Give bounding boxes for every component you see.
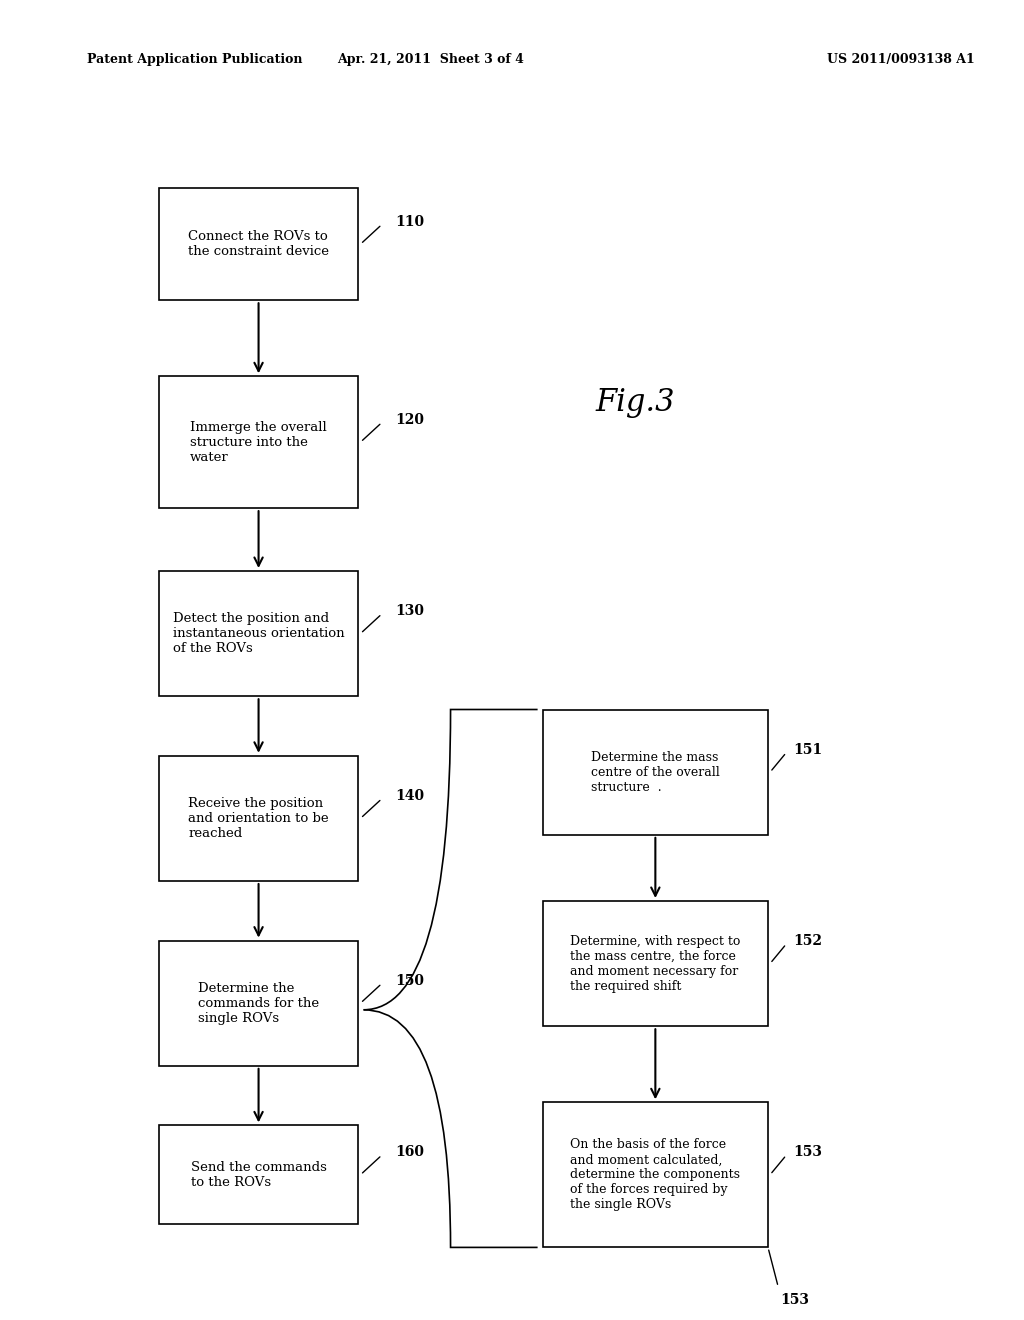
Text: Apr. 21, 2011  Sheet 3 of 4: Apr. 21, 2011 Sheet 3 of 4 <box>337 53 523 66</box>
Text: 152: 152 <box>794 935 822 948</box>
Text: Fig.3: Fig.3 <box>595 387 675 418</box>
FancyBboxPatch shape <box>543 1102 768 1247</box>
Text: 153: 153 <box>780 1294 809 1307</box>
Text: Patent Application Publication: Patent Application Publication <box>87 53 302 66</box>
Text: 151: 151 <box>794 743 822 756</box>
FancyBboxPatch shape <box>159 755 358 882</box>
Text: Determine the mass
centre of the overall
structure  .: Determine the mass centre of the overall… <box>591 751 720 793</box>
FancyBboxPatch shape <box>159 376 358 508</box>
Text: US 2011/0093138 A1: US 2011/0093138 A1 <box>827 53 975 66</box>
Text: Immerge the overall
structure into the
water: Immerge the overall structure into the w… <box>190 421 327 463</box>
FancyBboxPatch shape <box>159 189 358 301</box>
Text: 120: 120 <box>395 413 424 426</box>
FancyBboxPatch shape <box>543 900 768 1027</box>
Text: 160: 160 <box>395 1146 424 1159</box>
Text: Detect the position and
instantaneous orientation
of the ROVs: Detect the position and instantaneous or… <box>173 612 344 655</box>
Text: Send the commands
to the ROVs: Send the commands to the ROVs <box>190 1160 327 1189</box>
Text: 130: 130 <box>395 605 424 618</box>
Text: 150: 150 <box>395 974 424 987</box>
Text: Determine the
commands for the
single ROVs: Determine the commands for the single RO… <box>198 982 319 1024</box>
FancyBboxPatch shape <box>543 710 768 836</box>
Text: On the basis of the force
and moment calculated,
determine the components
of the: On the basis of the force and moment cal… <box>570 1138 740 1212</box>
FancyBboxPatch shape <box>159 570 358 697</box>
Text: 110: 110 <box>395 215 424 228</box>
Text: 140: 140 <box>395 789 424 803</box>
FancyBboxPatch shape <box>159 1125 358 1225</box>
Text: Receive the position
and orientation to be
reached: Receive the position and orientation to … <box>188 797 329 840</box>
Text: Determine, with respect to
the mass centre, the force
and moment necessary for
t: Determine, with respect to the mass cent… <box>570 935 740 993</box>
Text: Connect the ROVs to
the constraint device: Connect the ROVs to the constraint devic… <box>188 230 329 259</box>
Text: 153: 153 <box>794 1146 822 1159</box>
FancyBboxPatch shape <box>159 940 358 1067</box>
